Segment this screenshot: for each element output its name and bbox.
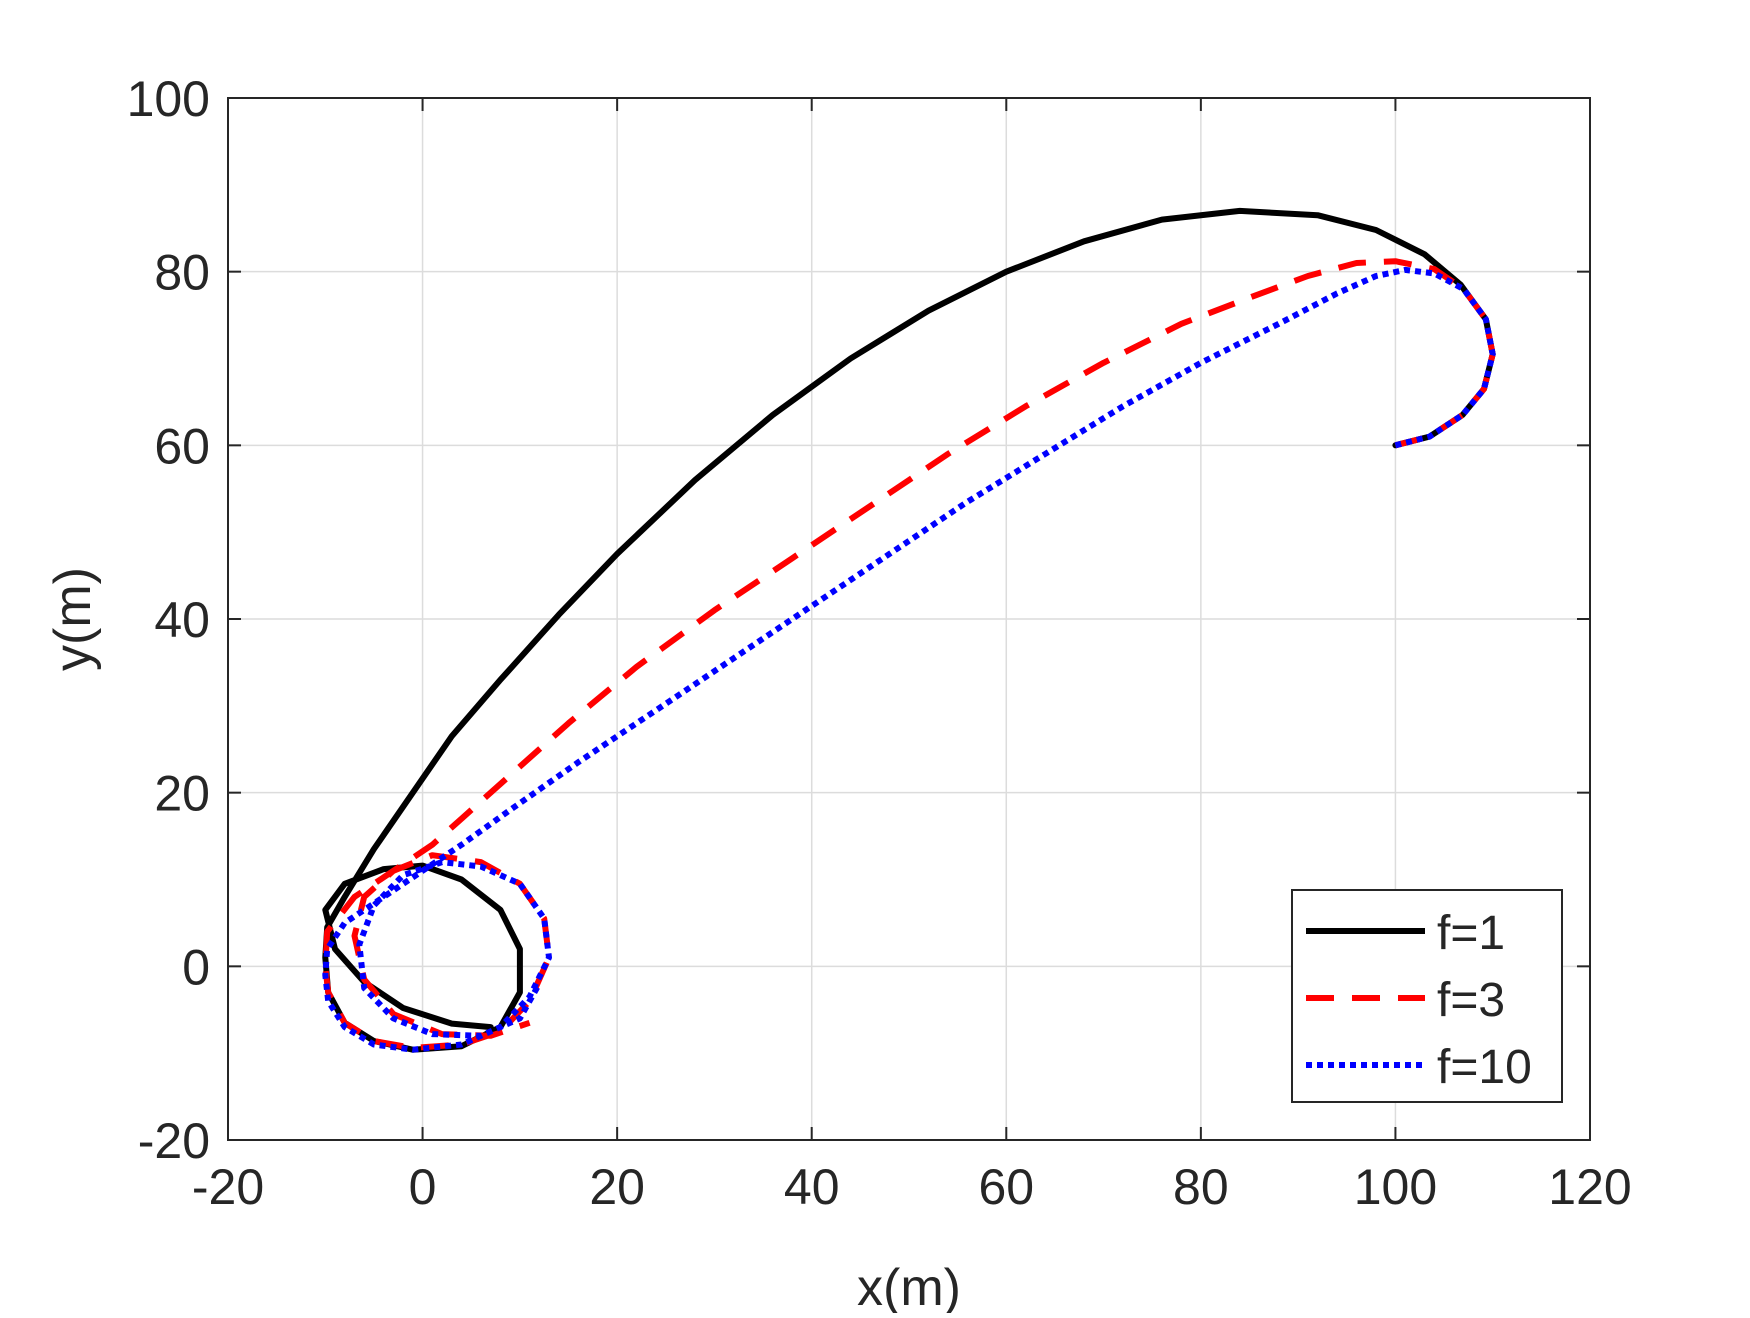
series-line <box>322 266 1496 1053</box>
y-tick-label: 20 <box>154 766 210 822</box>
x-tick-label: 80 <box>1173 1159 1229 1215</box>
x-tick-label: 0 <box>409 1159 437 1215</box>
x-tick-label: 120 <box>1548 1159 1631 1215</box>
legend-box <box>1291 889 1563 1103</box>
y-axis-label: y(m) <box>44 567 102 671</box>
series-line <box>322 258 1496 1051</box>
legend-label: f=1 <box>1437 907 1505 960</box>
y-tick-label: -20 <box>138 1113 210 1169</box>
x-axis-label: x(m) <box>857 1259 961 1313</box>
y-tick-label: 60 <box>154 418 210 474</box>
x-tick-label: 20 <box>589 1159 645 1215</box>
y-tick-label: 100 <box>127 71 210 127</box>
y-tick-label: 80 <box>154 245 210 301</box>
legend-items: f=1 f=3 f=10 <box>1306 907 1532 1094</box>
x-tick-label: 40 <box>784 1159 840 1215</box>
x-tick-label: -20 <box>192 1159 264 1215</box>
x-tick-label: 100 <box>1354 1159 1437 1215</box>
legend-label: f=10 <box>1437 1041 1532 1094</box>
y-tick-label: 0 <box>182 939 210 995</box>
x-tick-label: 60 <box>978 1159 1034 1215</box>
axis-ticks: -20 0 20 40 60 80 100 120 -20 0 20 40 60 80 100 <box>127 71 1632 1215</box>
legend-label: f=3 <box>1437 974 1505 1027</box>
y-tick-label: 40 <box>154 592 210 648</box>
legend: f=1 f=3 f=10 <box>1291 889 1563 1103</box>
series-lines <box>322 207 1496 1053</box>
